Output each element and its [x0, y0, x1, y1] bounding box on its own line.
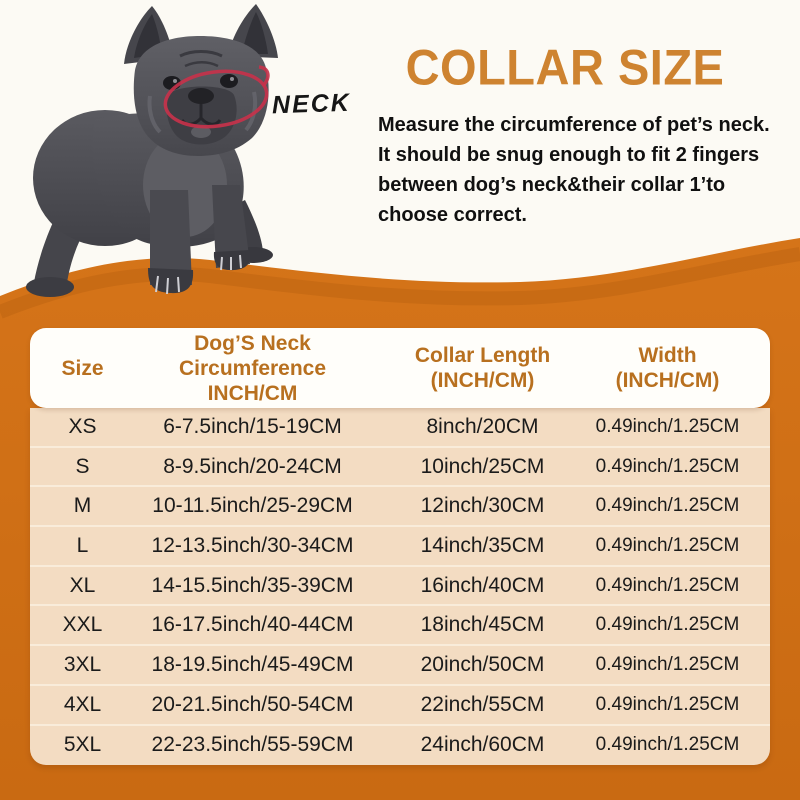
cell-neck: 20-21.5inch/50-54CM: [151, 692, 354, 716]
cell-collar: 24inch/60CM: [420, 733, 545, 757]
cell-width: 0.49inch/1.25CM: [595, 534, 740, 556]
header-line: (INCH/CM): [615, 369, 720, 392]
cell-width: 0.49inch/1.25CM: [595, 495, 740, 517]
header-line: Collar Length: [414, 344, 551, 367]
cell-size: XXL: [62, 613, 103, 637]
column-header-width: Width (INCH/CM): [595, 343, 740, 393]
cell-collar: 22inch/55CM: [420, 692, 545, 716]
cell-width: 0.49inch/1.25CM: [595, 455, 740, 477]
cell-neck: 12-13.5inch/30-34CM: [151, 533, 354, 557]
neck-annotation-label: NECK: [271, 88, 352, 120]
header-line: (INCH/CM): [430, 369, 535, 392]
cell-neck: 6-7.5inch/15-19CM: [163, 414, 342, 438]
table-row: 5XL 22-23.5inch/55-59CM 24inch/60CM 0.49inc…: [30, 726, 770, 766]
column-header-dog-s-neck-circumference: Dog’S Neck Circumference INCH/CM: [135, 331, 370, 406]
header-line: Size: [61, 356, 104, 380]
cell-size: S: [75, 454, 90, 478]
table-row: S 8-9.5inch/20-24CM 10inch/25CM 0.49inch/1.…: [30, 448, 770, 488]
cell-neck: 14-15.5inch/35-39CM: [151, 573, 354, 597]
cell-neck: 16-17.5inch/40-44CM: [151, 613, 354, 637]
cell-collar: 14inch/35CM: [420, 533, 545, 557]
instruction-line: Measure the circumference of pet’s neck.: [378, 114, 770, 136]
cell-neck: 22-23.5inch/55-59CM: [151, 733, 354, 757]
cell-collar: 12inch/30CM: [420, 494, 545, 518]
cell-size: 5XL: [63, 733, 102, 757]
cell-size: L: [76, 533, 89, 557]
table-header-row: Size Dog’S Neck Circumference INCH/CM Colla…: [30, 328, 770, 408]
table-row: 4XL 20-21.5inch/50-54CM 22inch/55CM 0.49inc…: [30, 686, 770, 726]
cell-neck: 18-19.5inch/45-49CM: [151, 652, 354, 676]
cell-size: 4XL: [63, 692, 102, 716]
table-row: XXL 16-17.5inch/40-44CM 18inch/45CM 0.49inc…: [30, 606, 770, 647]
instruction-line: between dog’s neck&their collar 1’to: [378, 174, 726, 196]
cell-collar: 16inch/40CM: [420, 573, 545, 597]
cell-width: 0.49inch/1.25CM: [595, 693, 740, 715]
table-row: M 10-11.5inch/25-29CM 12inch/30CM 0.49inch/…: [30, 487, 770, 528]
page-title: COLLAR SIZE: [405, 39, 725, 96]
header-line: Width: [638, 344, 697, 367]
table-body: XS 6-7.5inch/15-19CM 8inch/20CM 0.49inch/1.…: [30, 408, 770, 766]
cell-width: 0.49inch/1.25CM: [595, 734, 740, 756]
cell-size: 3XL: [63, 652, 102, 676]
cell-width: 0.49inch/1.25CM: [595, 653, 740, 675]
table-row: 3XL 18-19.5inch/45-49CM 20inch/50CM 0.49inc…: [30, 646, 770, 686]
cell-size: XL: [69, 573, 96, 597]
french-bulldog: [26, 4, 278, 297]
cell-collar: 20inch/50CM: [420, 652, 545, 676]
cell-collar: 8inch/20CM: [426, 414, 539, 438]
cell-size: M: [73, 494, 92, 518]
cell-width: 0.49inch/1.25CM: [595, 614, 740, 636]
instruction-line: choose correct.: [378, 204, 527, 226]
cell-collar: 10inch/25CM: [420, 454, 545, 478]
instruction-line: It should be snug enough to fit 2 finger…: [378, 144, 760, 166]
neck-circle-icon: [163, 65, 270, 129]
size-chart-table: Size Dog’S Neck Circumference INCH/CM Colla…: [30, 328, 770, 766]
cell-width: 0.49inch/1.25CM: [595, 574, 740, 596]
header-line: INCH/CM: [207, 381, 298, 405]
measuring-instructions: Measure the circumference of pet’s neck.…: [378, 110, 770, 230]
cell-width: 0.49inch/1.25CM: [595, 415, 740, 437]
column-header-size: Size: [30, 356, 135, 381]
header-line: Dog’S Neck Circumference: [178, 331, 327, 380]
cell-collar: 18inch/45CM: [420, 613, 545, 637]
cell-neck: 8-9.5inch/20-24CM: [163, 454, 342, 478]
column-header-collar-length: Collar Length (INCH/CM): [370, 343, 595, 393]
cell-size: XS: [68, 414, 97, 438]
table-row: XL 14-15.5inch/35-39CM 16inch/40CM 0.49inch…: [30, 567, 770, 607]
table-row: XS 6-7.5inch/15-19CM 8inch/20CM 0.49inch/1.…: [30, 408, 770, 448]
cell-neck: 10-11.5inch/25-29CM: [152, 494, 353, 518]
table-row: L 12-13.5inch/30-34CM 14inch/35CM 0.49inch/…: [30, 527, 770, 567]
